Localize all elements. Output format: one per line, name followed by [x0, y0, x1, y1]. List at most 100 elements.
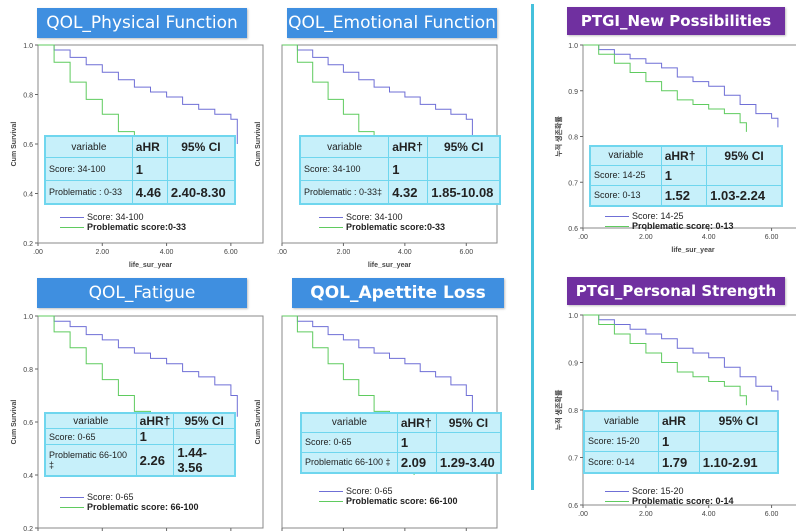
table-row: Score: 0-65 1 [300, 431, 502, 453]
series-line-problematic [583, 314, 747, 406]
y-tick-label: 0.6 [23, 420, 33, 427]
panel-qol-physical: 1.0 0.8 0.6 0.4 0.2.00 2.00 4.00 6.00 Cum Surviv… [0, 0, 264, 270]
table-header-cell: variable [44, 135, 133, 159]
table-cell-ahr: 4.32 [388, 180, 429, 205]
x-tick-label: 4.00 [160, 249, 174, 256]
table-header-row: variable aHR 95% CI [583, 410, 779, 432]
table-header-cell: variable [589, 145, 662, 166]
table-header-cell: aHR† [135, 412, 175, 429]
table-cell-label: Score: 0-65 [44, 428, 137, 445]
table-row: Score: 0-14 1.79 1.10-2.91 [583, 451, 779, 474]
chart-title: PTGI_Personal Strength [567, 277, 785, 305]
y-tick-label: 0.4 [23, 473, 33, 480]
legend-swatch [60, 496, 84, 498]
y-tick-label: 0.4 [23, 192, 33, 199]
legend-entry: Problematic score:0-33 [60, 222, 186, 232]
series-line-reference [583, 44, 779, 128]
legend: Score: 14-25 Problematic score: 0-13 [605, 211, 734, 231]
table-cell-label: Score: 0-65 [300, 431, 398, 453]
hazard-ratio-table: variable aHR† 95% CI Score: 34-100 1 Problema… [299, 135, 501, 205]
legend-entry: Score: 0-65 [60, 492, 199, 502]
legend-entry: Problematic score: 66-100 [60, 502, 199, 512]
table-header-row: variable aHR† 95% CI [299, 135, 501, 159]
chart-title: PTGI_New Possibilities [567, 7, 785, 35]
legend-label: Problematic score: 0-13 [632, 221, 734, 231]
x-tick-label: .00 [578, 511, 588, 518]
hazard-ratio-table: variable aHR† 95% CI Score: 0-65 1 Problemati… [44, 412, 236, 477]
legend-swatch [319, 216, 343, 218]
table-cell-ahr: 1 [657, 430, 700, 453]
table-header-cell: aHR† [396, 412, 437, 433]
table-header-cell: variable [300, 412, 398, 433]
table-cell-ahr: 1 [660, 164, 708, 186]
y-tick-label: 0.7 [568, 456, 578, 463]
legend-entry: Score: 14-25 [605, 211, 734, 221]
series-line-reference [282, 315, 473, 417]
table-cell-label: Problematic : 0-33‡ [299, 180, 390, 205]
chart-title: QOL_Apettite Loss [292, 278, 504, 308]
table-cell-ahr: 2.26 [135, 444, 175, 477]
y-tick-label: 0.8 [23, 93, 33, 100]
legend-label: Score: 0-65 [87, 492, 134, 502]
y-tick-label: 0.9 [568, 89, 578, 96]
table-header-cell: aHR† [660, 145, 708, 166]
x-tick-label: .00 [578, 234, 588, 241]
legend-entry: Score: 34-100 [60, 212, 186, 222]
table-cell-ci: 1.03-2.24 [706, 184, 783, 207]
table-cell-ahr: 1 [135, 428, 175, 445]
legend-swatch [605, 500, 629, 502]
chart-title: QOL_Fatigue [37, 278, 247, 308]
x-tick-label: 6.00 [765, 511, 779, 518]
vertical-separator [531, 4, 534, 490]
table-cell-label: Score: 14-25 [589, 164, 662, 186]
x-axis-label: life_sur_year [671, 247, 714, 254]
hazard-ratio-table: variable aHR† 95% CI Score: 0-65 1 Problemati… [300, 412, 502, 474]
legend-swatch [60, 226, 84, 228]
series-line-problematic [583, 44, 747, 132]
table-cell-ci: 1.85-10.08 [427, 180, 501, 205]
x-tick-label: 6.00 [765, 234, 779, 241]
legend-swatch [319, 500, 343, 502]
table-cell-ci [706, 164, 783, 186]
legend: Score: 0-65 Problematic score: 66-100 [60, 492, 199, 512]
table-header-row: variable aHR 95% CI [44, 135, 236, 159]
panel-ptgi-new: 1.0 0.9 0.8 0.7 0.6.00 2.00 4.00 6.00 누적 생존확률 lif… [545, 0, 796, 270]
hazard-ratio-table: variable aHR 95% CI Score: 15-20 1 Score: 0-1… [583, 410, 779, 474]
table-cell-ahr: 1.52 [660, 184, 708, 207]
legend-entry: Score: 34-100 [319, 212, 445, 222]
x-tick-label: 4.00 [702, 234, 716, 241]
legend-label: Score: 34-100 [87, 212, 144, 222]
legend-swatch [605, 490, 629, 492]
x-tick-label: 4.00 [702, 511, 716, 518]
table-cell-label: Score: 0-14 [583, 451, 659, 474]
table-header-cell: 95% CI [427, 135, 501, 159]
table-cell-ahr: 1 [396, 431, 437, 453]
y-tick-label: 1.0 [23, 43, 33, 50]
hazard-ratio-table: variable aHR† 95% CI Score: 14-25 1 Score: 0-… [589, 145, 783, 207]
table-cell-ci [435, 431, 502, 453]
table-cell-label: Score: 15-20 [583, 430, 659, 453]
legend-label: Score: 14-25 [632, 211, 684, 221]
legend-label: Problematic score: 0-14 [632, 496, 734, 506]
x-tick-label: .00 [277, 249, 287, 256]
table-cell-label: Problematic : 0-33 [44, 180, 133, 205]
y-tick-label: 0.8 [23, 367, 33, 374]
legend-entry: Problematic score: 0-13 [605, 221, 734, 231]
y-tick-label: 1.0 [23, 314, 33, 321]
x-axis-label: life_sur_year [368, 262, 411, 269]
x-tick-label: 2.00 [95, 249, 109, 256]
y-tick-label: 0.8 [568, 135, 578, 142]
table-cell-ahr: 1 [388, 157, 429, 182]
legend-label: Score: 34-100 [346, 212, 403, 222]
table-cell-ci: 1.10-2.91 [698, 451, 779, 474]
y-tick-label: 0.6 [23, 142, 33, 149]
series-line-reference [38, 44, 238, 144]
panel-qol-emotional: .00 2.00 4.00 6.00 Cum Survival life_sur_year… [255, 0, 530, 270]
table-header-cell: aHR [131, 135, 168, 159]
table-row: Score: 0-13 1.52 1.03-2.24 [589, 184, 783, 207]
y-axis-label: Cum Survival [255, 400, 262, 445]
legend-swatch [60, 506, 84, 508]
series-line-reference [282, 44, 473, 140]
table-header-cell: aHR† [388, 135, 429, 159]
y-tick-label: 1.0 [568, 313, 578, 320]
